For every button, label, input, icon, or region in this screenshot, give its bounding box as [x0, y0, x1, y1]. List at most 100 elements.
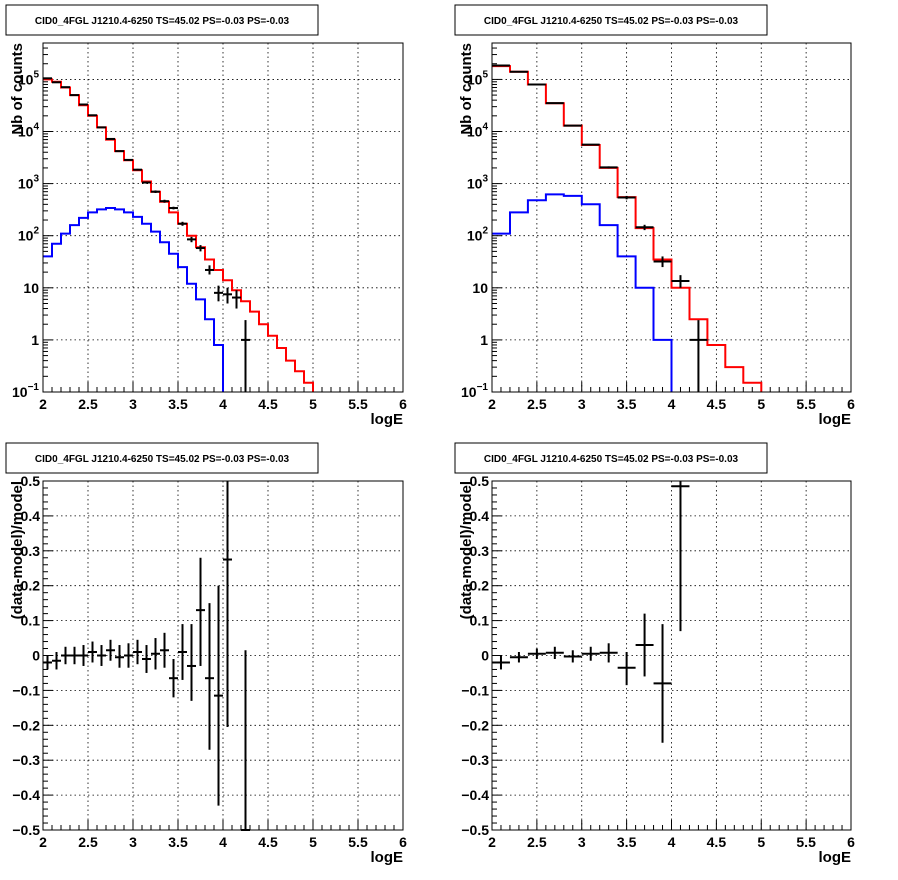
x-axis-label: logE [371, 849, 404, 866]
x-tick-label: 4 [219, 396, 227, 412]
data-point-9 [654, 256, 672, 267]
data-point-8 [115, 645, 124, 668]
data-point-17 [196, 558, 205, 666]
x-tick-label: 2 [39, 396, 47, 412]
x-tick-label: 4.5 [258, 396, 278, 412]
data-point-6 [97, 127, 106, 128]
data-point-12 [151, 638, 160, 669]
data-point-10 [133, 169, 142, 171]
x-axis-label: logE [371, 411, 404, 428]
x-tick-label: 5 [757, 396, 765, 412]
chart-title: CID0_4FGL J1210.4-6250 TS=45.02 PS=-0.03… [35, 16, 290, 27]
x-tick-label: 3.5 [168, 396, 188, 412]
x-tick-label: 3 [129, 396, 137, 412]
y-tick-label: −0.2 [12, 717, 40, 733]
data-point-2 [528, 649, 546, 659]
chart-counts-right: CID0_4FGL J1210.4-6250 TS=45.02 PS=-0.03… [449, 0, 898, 438]
chart-residuals-right: CID0_4FGL J1210.4-6250 TS=45.02 PS=-0.03… [449, 438, 898, 875]
data-point-7 [106, 640, 115, 661]
data-point-8 [115, 151, 124, 152]
y-tick-label: 10−1 [461, 382, 488, 400]
x-tick-label: 4 [219, 834, 227, 850]
y-tick-label: 103 [18, 174, 40, 192]
x-tick-label: 6 [399, 396, 407, 412]
x-tick-label: 2 [39, 834, 47, 850]
x-tick-label: 5 [309, 396, 317, 412]
x-tick-label: 4.5 [707, 834, 727, 850]
panel-counts-left: CID0_4FGL J1210.4-6250 TS=45.02 PS=-0.03… [0, 0, 449, 438]
data-point-5 [582, 647, 600, 661]
x-tick-label: 5.5 [348, 834, 368, 850]
y-tick-label: −0.5 [461, 822, 489, 838]
data-point-3 [546, 103, 564, 104]
data-point-5 [88, 115, 97, 116]
x-tick-label: 3.5 [168, 834, 188, 850]
data-point-11 [142, 645, 151, 673]
data-point-22 [241, 320, 250, 392]
chart-counts-left: CID0_4FGL J1210.4-6250 TS=45.02 PS=-0.03… [0, 0, 449, 438]
y-axis-label: Nb of counts [458, 43, 475, 135]
data-point-2 [61, 87, 70, 88]
data-point-7 [106, 138, 115, 139]
data-point-3 [546, 647, 564, 659]
y-tick-label: 0 [481, 648, 489, 664]
data-point-14 [169, 659, 178, 697]
y-tick-label: 102 [467, 226, 489, 244]
data-point-5 [582, 144, 600, 145]
data-point-9 [124, 643, 133, 667]
x-tick-label: 5.5 [796, 396, 816, 412]
panel-residuals-right: CID0_4FGL J1210.4-6250 TS=45.02 PS=-0.03… [449, 438, 898, 875]
x-tick-label: 2.5 [78, 396, 98, 412]
y-axis-label: Nb of counts [9, 43, 26, 135]
x-tick-label: 3.5 [617, 396, 637, 412]
y-tick-label: −0.2 [461, 717, 489, 733]
data-point-6 [600, 166, 618, 168]
x-tick-label: 2 [488, 396, 496, 412]
data-point-12 [151, 190, 160, 193]
data-point-11 [142, 181, 151, 183]
data-point-21 [241, 650, 250, 830]
x-tick-label: 4 [668, 834, 676, 850]
data-point-11 [689, 320, 707, 392]
data-point-16 [187, 624, 196, 701]
chart-title: CID0_4FGL J1210.4-6250 TS=45.02 PS=-0.03… [484, 454, 739, 465]
x-tick-label: 5 [757, 834, 765, 850]
data-point-19 [214, 586, 223, 806]
data-point-4 [564, 125, 582, 126]
data-point-2 [61, 647, 70, 664]
data-point-8 [636, 225, 654, 230]
y-tick-label: 10−1 [12, 382, 39, 400]
data-point-18 [205, 265, 214, 274]
y-tick-label: −0.1 [12, 682, 40, 698]
data-point-4 [79, 104, 88, 105]
y-tick-label: −0.3 [12, 752, 40, 768]
chart-residuals-left: CID0_4FGL J1210.4-6250 TS=45.02 PS=-0.03… [0, 438, 449, 875]
x-axis-label: logE [819, 411, 852, 428]
data-point-16 [187, 237, 196, 242]
data-point-6 [600, 643, 618, 662]
data-point-1 [510, 652, 528, 662]
data-point-4 [79, 645, 88, 666]
y-tick-label: −0.4 [461, 787, 489, 803]
data-point-10 [672, 481, 690, 631]
x-tick-label: 2.5 [527, 396, 547, 412]
data-point-10 [672, 275, 690, 288]
x-tick-label: 6 [847, 396, 855, 412]
x-tick-label: 2 [488, 834, 496, 850]
y-tick-label: −0.4 [12, 787, 40, 803]
series-0-step-line [492, 66, 761, 392]
x-tick-label: 6 [847, 834, 855, 850]
data-point-20 [223, 288, 232, 304]
data-point-21 [232, 290, 241, 308]
data-point-8 [636, 614, 654, 677]
y-tick-label: 0 [32, 648, 40, 664]
x-tick-label: 3 [129, 834, 137, 850]
data-point-0 [43, 656, 52, 670]
data-point-7 [618, 652, 636, 685]
data-point-18 [205, 603, 214, 750]
x-tick-label: 4.5 [707, 396, 727, 412]
y-axis-label: (data-model)/model [9, 481, 26, 619]
y-axis-label: (data-model)/model [458, 481, 475, 619]
x-tick-label: 3.5 [617, 834, 637, 850]
y-tick-label: −0.1 [461, 682, 489, 698]
